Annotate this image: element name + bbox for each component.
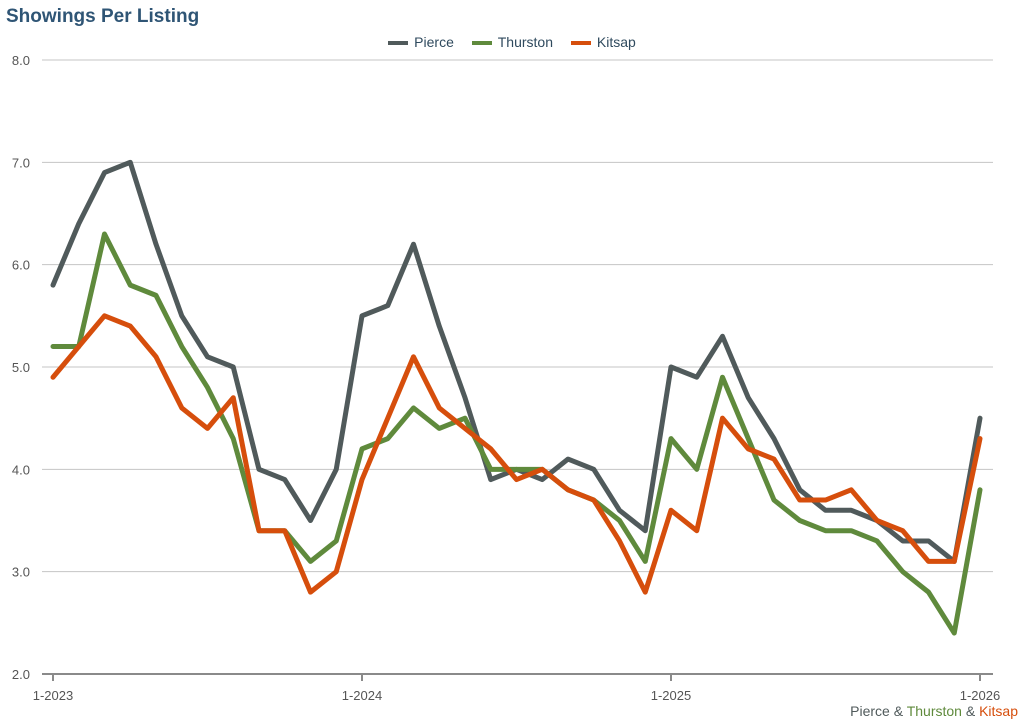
legend-label-thurston: Thurston xyxy=(497,34,553,50)
legend-item-kitsap: Kitsap xyxy=(570,34,636,50)
y-tick-label: 5.0 xyxy=(12,360,30,375)
y-tick-label: 3.0 xyxy=(12,565,30,580)
series-line-thurston xyxy=(50,231,983,636)
legend: Pierce Thurston Kitsap xyxy=(0,34,1024,50)
x-tick-label: 1-2025 xyxy=(651,688,691,703)
footer-part: Pierce xyxy=(850,703,890,719)
footer-part: & xyxy=(961,703,980,719)
x-tick-label: 1-2024 xyxy=(342,688,382,703)
legend-label-kitsap: Kitsap xyxy=(596,34,636,50)
legend-label-pierce: Pierce xyxy=(414,34,454,50)
y-tick-label: 2.0 xyxy=(12,667,30,682)
legend-item-pierce: Pierce xyxy=(388,34,454,50)
y-tick-label: 4.0 xyxy=(12,462,30,477)
footer-part: Kitsap xyxy=(979,703,1018,719)
footer-credit: Pierce & Thurston & Kitsap xyxy=(850,703,1018,719)
y-tick-label: 6.0 xyxy=(12,258,30,273)
legend-swatch-thurston xyxy=(471,41,492,46)
y-tick-label: 7.0 xyxy=(12,155,30,170)
y-tick-label: 8.0 xyxy=(12,53,30,68)
legend-swatch-pierce xyxy=(388,41,409,46)
footer-part: Thurston xyxy=(906,703,962,719)
x-tick-label: 1-2023 xyxy=(33,688,73,703)
series-line-kitsap xyxy=(50,313,983,595)
footer-part: & xyxy=(889,703,907,719)
legend-item-thurston: Thurston xyxy=(471,34,553,50)
chart-title: Showings Per Listing xyxy=(6,6,200,27)
x-tick-label: 1-2026 xyxy=(960,688,1000,703)
legend-swatch-kitsap xyxy=(570,41,591,46)
